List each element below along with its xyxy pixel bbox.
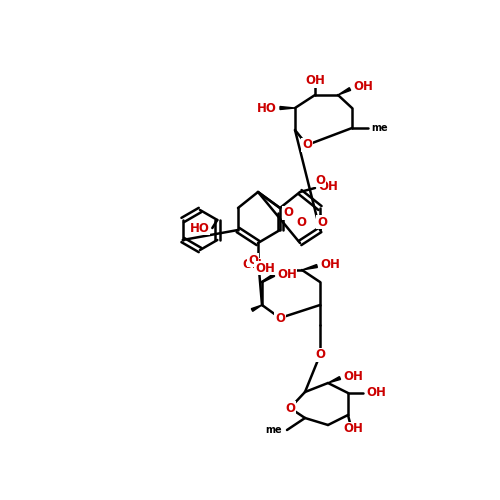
Text: O: O xyxy=(275,312,285,324)
Polygon shape xyxy=(252,305,262,312)
Text: OH: OH xyxy=(255,262,275,274)
Text: OH: OH xyxy=(318,180,338,194)
Text: O: O xyxy=(302,138,312,151)
Text: O: O xyxy=(317,216,327,228)
Text: O: O xyxy=(283,206,293,220)
Text: O: O xyxy=(315,348,325,362)
Text: OH: OH xyxy=(366,386,386,400)
Text: O: O xyxy=(296,216,306,228)
Text: OH: OH xyxy=(353,80,373,94)
Text: OH: OH xyxy=(343,370,363,384)
Text: OH: OH xyxy=(320,258,340,272)
Text: OH: OH xyxy=(343,422,363,436)
Text: O: O xyxy=(285,402,295,414)
Polygon shape xyxy=(302,264,318,270)
Text: OH: OH xyxy=(277,268,297,280)
Polygon shape xyxy=(328,376,340,383)
Text: me: me xyxy=(266,425,282,435)
Text: HO: HO xyxy=(190,222,210,234)
Text: O: O xyxy=(315,174,325,186)
Text: OH: OH xyxy=(242,258,262,272)
Polygon shape xyxy=(280,106,295,110)
Polygon shape xyxy=(338,88,350,95)
Text: O: O xyxy=(248,254,258,266)
Text: HO: HO xyxy=(257,102,277,114)
Text: me: me xyxy=(371,123,388,133)
Text: OH: OH xyxy=(305,74,325,88)
